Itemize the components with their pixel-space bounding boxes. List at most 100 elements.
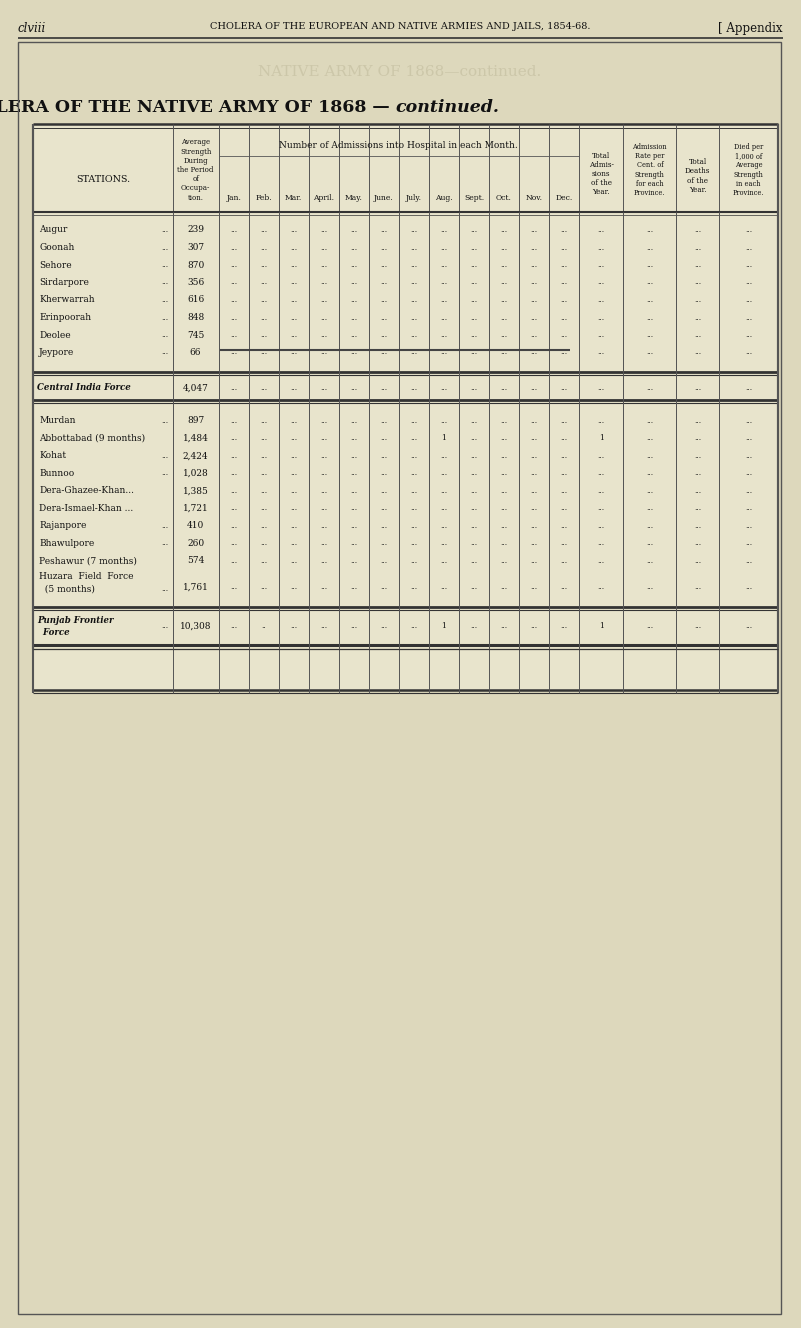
Text: ...: ... xyxy=(380,262,388,270)
Text: 574: 574 xyxy=(187,556,204,566)
Text: Abbottabad (9 months): Abbottabad (9 months) xyxy=(39,434,145,442)
Text: 897: 897 xyxy=(187,416,204,425)
Text: ...: ... xyxy=(561,556,568,564)
Text: ...: ... xyxy=(290,623,297,631)
Text: ...: ... xyxy=(561,417,568,425)
Text: ...: ... xyxy=(694,226,701,234)
Text: ...: ... xyxy=(290,243,297,251)
Text: ...: ... xyxy=(441,583,448,591)
Text: Sept.: Sept. xyxy=(464,194,484,202)
Text: ...: ... xyxy=(230,522,237,530)
Text: ...: ... xyxy=(530,262,537,270)
Text: ...: ... xyxy=(260,262,268,270)
Text: ...: ... xyxy=(646,505,654,513)
Text: ...: ... xyxy=(646,583,654,591)
Text: ...: ... xyxy=(561,583,568,591)
Text: ...: ... xyxy=(501,505,508,513)
Text: ...: ... xyxy=(501,522,508,530)
Text: ...: ... xyxy=(350,505,357,513)
Text: ...: ... xyxy=(380,243,388,251)
Text: ...: ... xyxy=(501,348,508,356)
Text: ...: ... xyxy=(410,262,417,270)
Text: Bunnoo: Bunnoo xyxy=(39,469,74,478)
Text: ...: ... xyxy=(470,583,477,591)
Text: ...: ... xyxy=(290,262,297,270)
Text: Sehore: Sehore xyxy=(39,260,71,270)
Text: ...: ... xyxy=(380,623,388,631)
Text: ...: ... xyxy=(380,487,388,495)
Text: ...: ... xyxy=(410,434,417,442)
Text: ...: ... xyxy=(646,487,654,495)
Text: ...: ... xyxy=(501,417,508,425)
Text: ...: ... xyxy=(745,487,752,495)
Text: ...: ... xyxy=(410,556,417,564)
Text: ...: ... xyxy=(350,331,357,339)
Text: ...: ... xyxy=(290,348,297,356)
Text: ...: ... xyxy=(350,583,357,591)
Text: ...: ... xyxy=(646,331,654,339)
Text: ...: ... xyxy=(260,348,268,356)
Text: ...: ... xyxy=(290,331,297,339)
Text: 10,308: 10,308 xyxy=(180,622,211,631)
Text: ...: ... xyxy=(410,243,417,251)
Text: Sirdarpore: Sirdarpore xyxy=(39,278,89,287)
Text: ...: ... xyxy=(410,313,417,321)
Text: ...: ... xyxy=(561,623,568,631)
Text: ...: ... xyxy=(694,522,701,530)
Bar xyxy=(33,124,778,691)
Text: ...: ... xyxy=(598,262,605,270)
Text: ...: ... xyxy=(694,296,701,304)
Text: ...: ... xyxy=(290,434,297,442)
Text: ...: ... xyxy=(694,539,701,547)
Text: ...: ... xyxy=(530,434,537,442)
Text: ...: ... xyxy=(260,417,268,425)
Text: ...: ... xyxy=(530,348,537,356)
Text: ...: ... xyxy=(260,452,268,459)
Text: ...: ... xyxy=(380,226,388,234)
Text: ...: ... xyxy=(162,243,169,251)
Text: ...: ... xyxy=(470,262,477,270)
Text: ...: ... xyxy=(745,296,752,304)
Text: Bhawulpore: Bhawulpore xyxy=(39,539,95,547)
Text: ...: ... xyxy=(380,331,388,339)
Text: ...: ... xyxy=(646,452,654,459)
Text: ...: ... xyxy=(410,452,417,459)
Text: ...: ... xyxy=(561,487,568,495)
Text: ...: ... xyxy=(470,539,477,547)
Text: ...: ... xyxy=(260,505,268,513)
Text: ...: ... xyxy=(598,384,605,392)
Text: ...: ... xyxy=(694,331,701,339)
Text: ...: ... xyxy=(380,384,388,392)
Text: ...: ... xyxy=(320,556,328,564)
Text: 4,047: 4,047 xyxy=(183,384,208,393)
Text: ...: ... xyxy=(745,243,752,251)
Text: 870: 870 xyxy=(187,260,204,270)
Text: ...: ... xyxy=(410,487,417,495)
Text: ...: ... xyxy=(561,348,568,356)
Text: Mar.: Mar. xyxy=(285,194,302,202)
Text: ...: ... xyxy=(646,262,654,270)
Text: ...: ... xyxy=(470,348,477,356)
Text: Dec.: Dec. xyxy=(556,194,573,202)
Text: ...: ... xyxy=(561,522,568,530)
Text: ...: ... xyxy=(598,348,605,356)
Text: ...: ... xyxy=(561,452,568,459)
Text: ...: ... xyxy=(410,331,417,339)
Text: Feb.: Feb. xyxy=(256,194,272,202)
Text: ...: ... xyxy=(501,623,508,631)
Text: ...: ... xyxy=(350,417,357,425)
Text: ...: ... xyxy=(320,469,328,477)
Text: ...: ... xyxy=(598,469,605,477)
Text: ...: ... xyxy=(410,417,417,425)
Text: ...: ... xyxy=(561,262,568,270)
Text: ...: ... xyxy=(470,313,477,321)
Text: ...: ... xyxy=(470,452,477,459)
Text: ...: ... xyxy=(694,262,701,270)
Text: ...: ... xyxy=(530,505,537,513)
Text: ...: ... xyxy=(470,505,477,513)
Text: Jan.: Jan. xyxy=(226,194,241,202)
Text: ...: ... xyxy=(441,279,448,287)
Text: continued.: continued. xyxy=(395,100,499,117)
Text: ...: ... xyxy=(230,296,237,304)
Text: ...: ... xyxy=(350,296,357,304)
